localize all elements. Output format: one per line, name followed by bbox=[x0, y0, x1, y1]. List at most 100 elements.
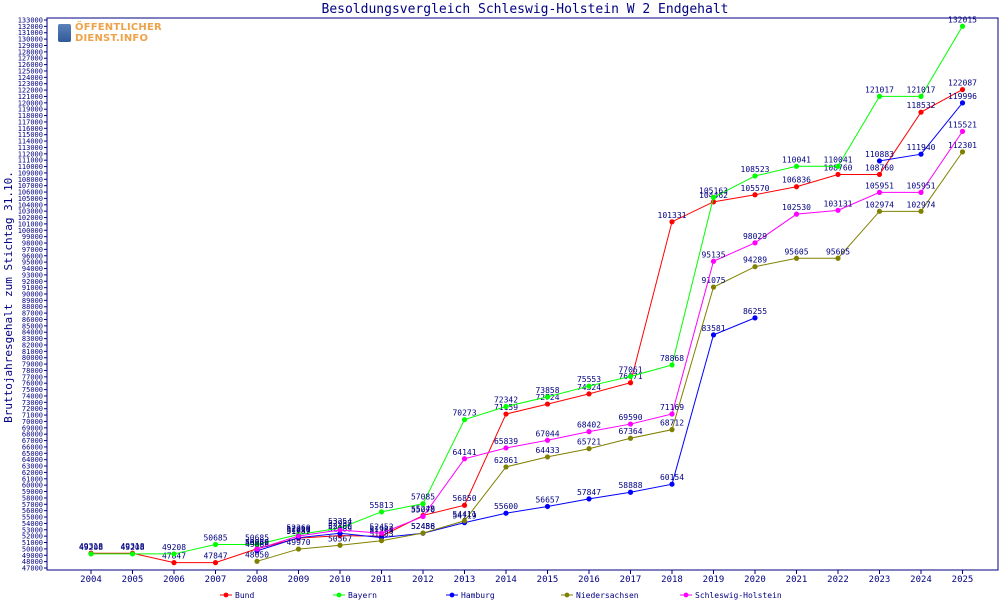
data-point bbox=[710, 332, 717, 338]
series-niedersachsen: 4805049970505675128352486544116286164433… bbox=[245, 141, 977, 564]
x-tick-label: 2020 bbox=[744, 575, 766, 585]
chart-title: Besoldungsvergleich Schleswig-Holstein W… bbox=[322, 2, 729, 17]
data-label: 55248 bbox=[411, 504, 435, 513]
y-tick-label: 101000 bbox=[18, 220, 43, 228]
data-label: 121017 bbox=[865, 85, 894, 94]
data-point bbox=[959, 100, 966, 106]
y-tick-label: 87000 bbox=[22, 310, 43, 318]
y-tick-label: 133000 bbox=[18, 17, 43, 25]
data-label: 51757 bbox=[286, 527, 310, 536]
data-point bbox=[669, 427, 675, 433]
data-label: 64433 bbox=[535, 446, 559, 455]
series-layer: 4931849318478474784750020516895208951983… bbox=[79, 15, 977, 566]
y-tick-label: 94000 bbox=[22, 265, 43, 273]
y-tick-label: 76000 bbox=[22, 380, 43, 388]
data-label: 54119 bbox=[452, 512, 476, 521]
data-point bbox=[793, 163, 800, 169]
y-tick-label: 51000 bbox=[22, 539, 43, 547]
y-tick-label: 67000 bbox=[22, 437, 43, 445]
y-tick-label: 131000 bbox=[18, 29, 43, 37]
data-point bbox=[461, 502, 468, 508]
data-point bbox=[544, 401, 551, 407]
y-tick-label: 71000 bbox=[22, 412, 43, 420]
x-tick-label: 2024 bbox=[910, 575, 932, 585]
data-label: 68712 bbox=[660, 419, 684, 428]
y-tick-label: 85000 bbox=[22, 322, 43, 330]
y-tick-label: 78000 bbox=[22, 367, 43, 375]
y-tick-label: 108000 bbox=[18, 176, 43, 184]
y-tick-label: 93000 bbox=[22, 271, 43, 279]
y-tick-label: 86000 bbox=[22, 316, 43, 324]
data-point bbox=[627, 435, 634, 441]
data-label: 51689 bbox=[286, 527, 310, 536]
legend-marker bbox=[223, 592, 229, 598]
data-point bbox=[752, 240, 758, 246]
y-tick-label: 103000 bbox=[18, 208, 43, 216]
data-point bbox=[876, 171, 883, 178]
data-label: 102974 bbox=[907, 200, 936, 209]
legend-label: Schleswig-Holstein bbox=[695, 591, 782, 600]
y-tick-label: 55000 bbox=[22, 514, 43, 522]
data-label: 47847 bbox=[203, 552, 227, 561]
y-tick-label: 121000 bbox=[18, 93, 43, 101]
data-label: 94289 bbox=[743, 256, 767, 265]
data-label: 105951 bbox=[865, 181, 894, 190]
data-label: 67044 bbox=[535, 429, 559, 438]
data-label: 119996 bbox=[948, 92, 977, 101]
data-point bbox=[337, 542, 343, 548]
x-tick-label: 2025 bbox=[952, 575, 974, 585]
y-tick-label: 118000 bbox=[18, 112, 43, 120]
data-label: 95605 bbox=[826, 247, 850, 256]
y-tick-label: 64000 bbox=[22, 456, 43, 464]
y-tick-label: 127000 bbox=[18, 55, 43, 63]
data-point bbox=[669, 362, 675, 368]
series-line bbox=[91, 26, 963, 555]
data-point bbox=[337, 527, 343, 533]
data-point bbox=[959, 86, 966, 93]
y-tick-label: 48000 bbox=[22, 558, 43, 566]
x-tick-label: 2007 bbox=[205, 575, 227, 585]
data-point bbox=[586, 446, 592, 452]
y-tick-label: 110000 bbox=[18, 163, 43, 171]
series-hamburg: 4968851757524605176352458541195560056657… bbox=[245, 92, 977, 554]
y-tick-label: 132000 bbox=[18, 23, 43, 31]
data-label: 111940 bbox=[907, 143, 936, 152]
data-label: 118532 bbox=[907, 101, 936, 110]
data-label: 53254 bbox=[328, 517, 352, 526]
data-point bbox=[710, 258, 717, 264]
x-tick-label: 2012 bbox=[412, 575, 434, 585]
legend-marker bbox=[564, 592, 570, 598]
y-tick-label: 119000 bbox=[18, 106, 43, 114]
data-point bbox=[461, 417, 468, 423]
data-point bbox=[876, 208, 883, 214]
x-tick-label: 2010 bbox=[329, 575, 351, 585]
y-tick-label: 107000 bbox=[18, 182, 43, 190]
data-point bbox=[627, 489, 634, 495]
y-tick-label: 117000 bbox=[18, 118, 43, 126]
x-tick-label: 2018 bbox=[661, 575, 683, 585]
data-label: 52020 bbox=[286, 525, 310, 534]
y-tick-label: 109000 bbox=[18, 169, 43, 177]
x-axis-ticks: 2004 2005 2006 2007 2008 2009 2010 2011 2012 2013… bbox=[80, 570, 973, 585]
data-point bbox=[212, 560, 219, 566]
y-tick-label: 129000 bbox=[18, 42, 43, 50]
data-point bbox=[586, 429, 592, 435]
data-label: 55600 bbox=[494, 502, 518, 511]
data-label: 52486 bbox=[411, 522, 435, 531]
data-point bbox=[918, 208, 924, 214]
x-tick-label: 2004 bbox=[80, 575, 102, 585]
data-label: 105570 bbox=[741, 184, 770, 193]
data-point bbox=[461, 518, 468, 524]
x-tick-label: 2014 bbox=[495, 575, 517, 585]
y-tick-label: 49000 bbox=[22, 552, 43, 560]
data-label: 105163 bbox=[699, 186, 728, 195]
y-tick-label: 126000 bbox=[18, 61, 43, 69]
data-point bbox=[669, 219, 675, 225]
y-tick-label: 83000 bbox=[22, 335, 43, 343]
y-tick-label: 115000 bbox=[18, 131, 43, 139]
legend-marker bbox=[336, 592, 342, 598]
logo-line-2: DIENST.INFO bbox=[75, 33, 149, 44]
y-tick-label: 72000 bbox=[22, 405, 43, 413]
data-label: 58888 bbox=[618, 481, 642, 490]
